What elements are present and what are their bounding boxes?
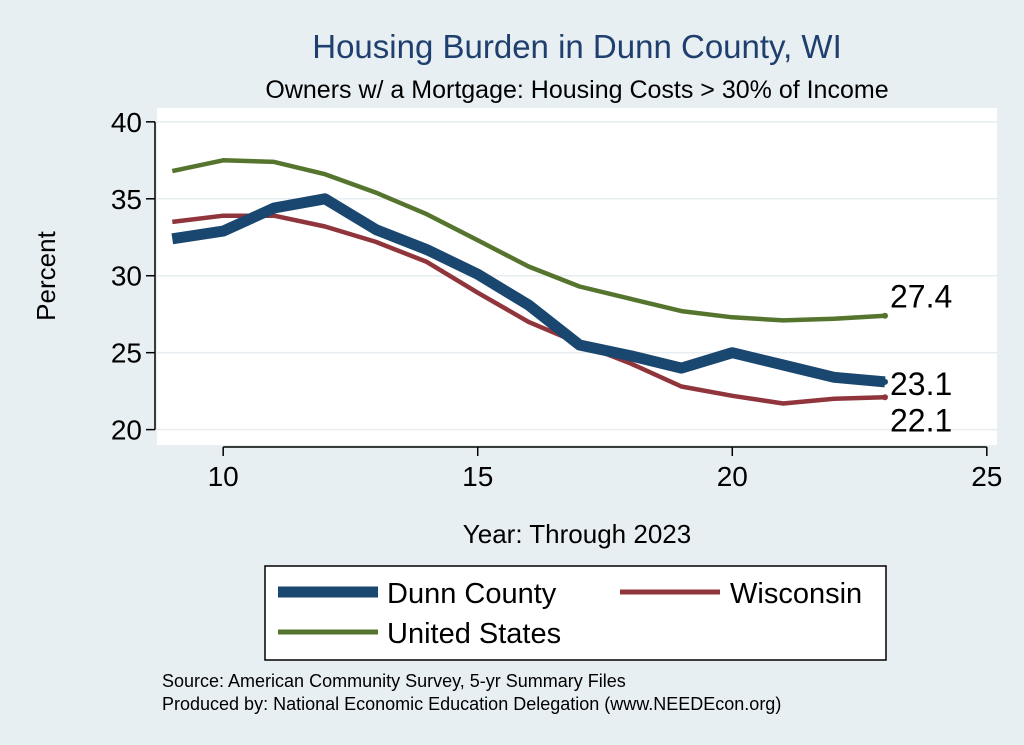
x-tick-label-20: 20 (717, 461, 748, 492)
y-tick-label-30: 30 (111, 261, 142, 292)
series-line-wisconsin (172, 213, 886, 406)
end-marker-dunn-county (882, 378, 888, 385)
legend-label-united-states: United States (387, 618, 561, 650)
legend-box (264, 565, 887, 661)
x-axis-label: Year: Through 2023 (463, 519, 691, 549)
end-label-united-states: 27.4 (890, 279, 952, 315)
chart-title: Housing Burden in Dunn County, WI (312, 28, 842, 65)
series-lines (171, 158, 886, 406)
end-label-wisconsin: 22.1 (890, 402, 952, 438)
chart-subtitle: Owners w/ a Mortgage: Housing Costs > 30… (265, 76, 888, 104)
y-axis-label: Percent (31, 230, 61, 320)
series-line-dunn-county (171, 193, 886, 388)
end-label-dunn-county: 23.1 (890, 366, 952, 402)
x-tick-label-10: 10 (208, 461, 239, 492)
legend: Dunn County Wisconsin United States (264, 565, 887, 661)
y-tick-label-40: 40 (111, 107, 142, 138)
plot-area (157, 108, 997, 445)
source-note: Source: American Community Survey, 5-yr … (162, 671, 626, 691)
x-tick-label-15: 15 (462, 461, 493, 492)
end-labels: 23.122.1 27.4 (882, 279, 952, 438)
end-marker-wisconsin (882, 394, 888, 401)
axes: 20 25 30 35 40 10 15 20 25 (111, 107, 1003, 492)
y-tick-label-35: 35 (111, 184, 142, 215)
y-tick-label-20: 20 (111, 415, 142, 446)
produced-by-note: Produced by: National Economic Education… (162, 694, 781, 714)
series-line-united-states (171, 158, 886, 323)
x-tick-label-25: 25 (971, 461, 1002, 492)
y-tick-label-25: 25 (111, 338, 142, 369)
end-marker-united-states (882, 312, 888, 319)
legend-label-dunn-county: Dunn County (387, 578, 557, 610)
legend-label-wisconsin: Wisconsin (730, 578, 862, 610)
